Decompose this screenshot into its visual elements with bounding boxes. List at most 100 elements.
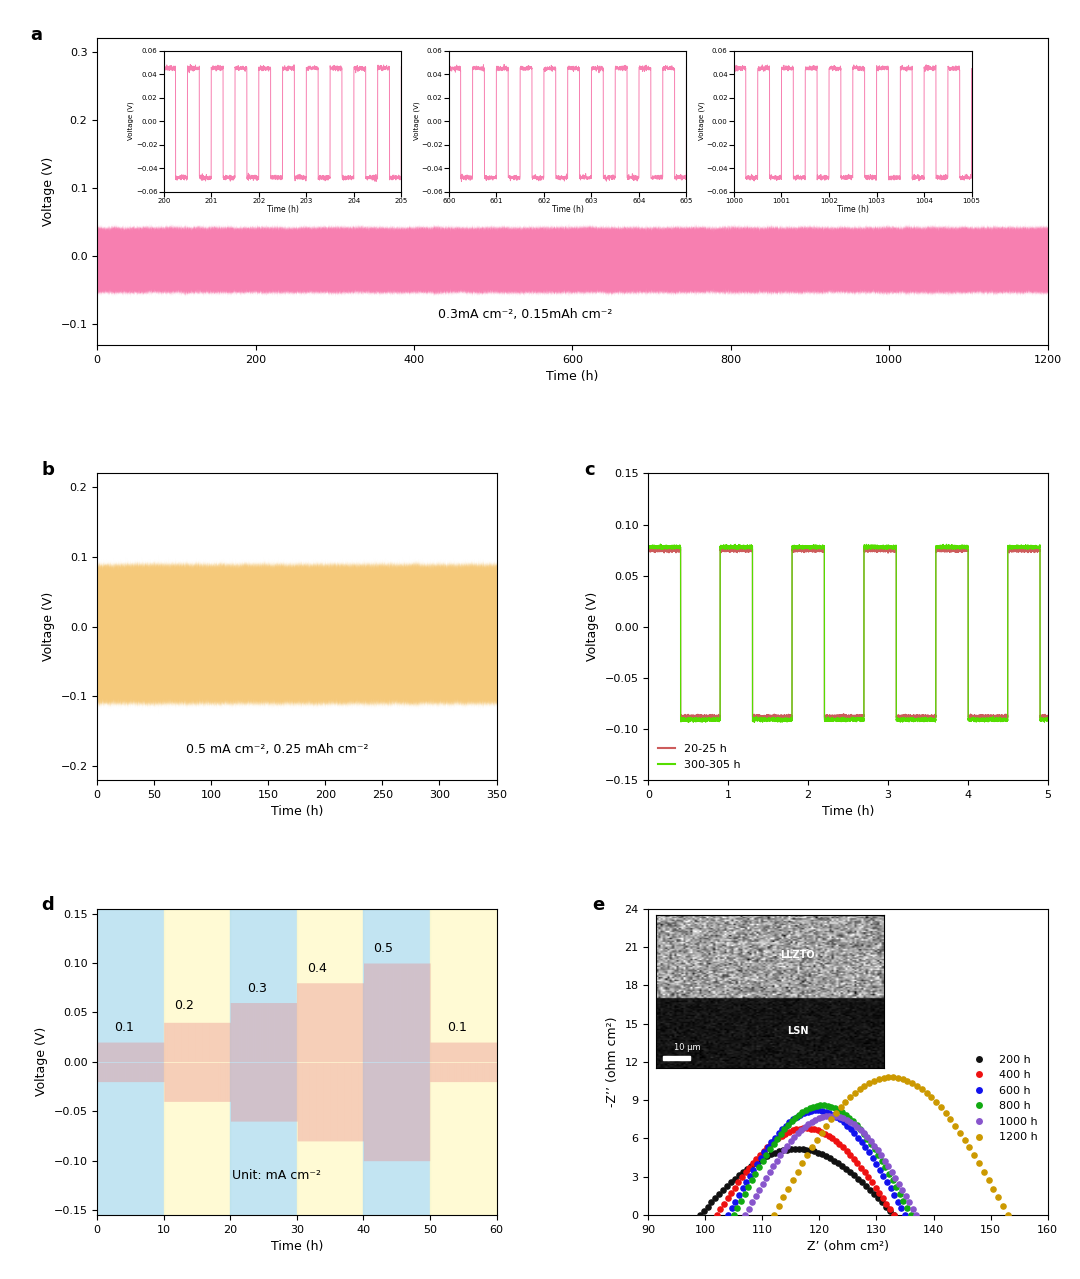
Point xyxy=(810,1108,827,1128)
Point xyxy=(827,1131,845,1151)
Point xyxy=(865,1184,882,1205)
Point xyxy=(725,1205,742,1225)
Point xyxy=(813,1122,831,1142)
Point xyxy=(904,1073,921,1094)
Bar xyxy=(297,908,363,1215)
Point xyxy=(810,1142,827,1163)
Point xyxy=(821,1102,838,1123)
Point xyxy=(845,1114,862,1134)
Point xyxy=(877,1196,894,1216)
Point xyxy=(937,1102,955,1123)
Point xyxy=(872,1159,889,1179)
Point xyxy=(856,1163,874,1183)
Y-axis label: Voltage (V): Voltage (V) xyxy=(35,1027,48,1096)
Point xyxy=(769,1128,786,1149)
Point xyxy=(834,1156,851,1177)
Point xyxy=(774,1187,792,1207)
Point xyxy=(737,1205,754,1225)
Point xyxy=(778,1140,795,1160)
Point xyxy=(886,1184,903,1205)
Point xyxy=(841,1087,859,1108)
Point xyxy=(813,1145,831,1165)
Point xyxy=(863,1173,880,1193)
Bar xyxy=(230,908,297,1215)
Point xyxy=(848,1115,865,1136)
Point xyxy=(747,1186,765,1206)
Point xyxy=(889,1068,906,1088)
Point xyxy=(838,1115,855,1136)
Text: 0.3: 0.3 xyxy=(247,981,267,995)
Point xyxy=(837,1159,854,1179)
Point xyxy=(694,1201,712,1221)
Point xyxy=(703,1192,720,1212)
Point xyxy=(824,1128,841,1149)
Point xyxy=(806,1119,823,1140)
Point xyxy=(827,1106,845,1127)
Point xyxy=(786,1108,804,1128)
Point xyxy=(761,1161,779,1182)
Point xyxy=(691,1205,708,1225)
Text: 0.5: 0.5 xyxy=(374,943,393,955)
Point xyxy=(878,1193,895,1214)
Point xyxy=(816,1101,834,1122)
Point xyxy=(785,1127,802,1147)
Point xyxy=(894,1069,912,1090)
Text: 0.2: 0.2 xyxy=(174,999,193,1013)
Point xyxy=(870,1069,888,1090)
Point xyxy=(737,1184,754,1205)
Point xyxy=(743,1170,760,1191)
Point xyxy=(835,1137,852,1157)
Point xyxy=(913,1078,930,1099)
Point xyxy=(718,1175,735,1196)
Point xyxy=(758,1145,775,1165)
Point xyxy=(999,1205,1016,1225)
Point xyxy=(835,1111,852,1132)
Point xyxy=(838,1141,855,1161)
Point xyxy=(942,1109,959,1129)
Point xyxy=(779,1136,796,1156)
Bar xyxy=(430,908,497,1215)
Point xyxy=(708,1205,726,1225)
Point xyxy=(773,1119,791,1140)
Point xyxy=(885,1205,902,1225)
Point xyxy=(765,1133,782,1154)
Point xyxy=(922,1087,940,1108)
Legend: 200 h, 400 h, 600 h, 800 h, 1000 h, 1200 h: 200 h, 400 h, 600 h, 800 h, 1000 h, 1200… xyxy=(963,1050,1042,1147)
Point xyxy=(741,1165,758,1186)
Point xyxy=(831,1106,848,1127)
Point xyxy=(838,1109,855,1129)
Point xyxy=(822,1109,839,1129)
Point xyxy=(902,1205,919,1225)
Point xyxy=(795,1102,812,1123)
Point xyxy=(741,1157,758,1178)
Point xyxy=(806,1100,823,1120)
Point xyxy=(711,1184,728,1205)
Point xyxy=(719,1188,737,1209)
Point xyxy=(816,1105,834,1126)
Point xyxy=(885,1067,902,1087)
Point xyxy=(897,1186,915,1206)
Point xyxy=(815,1095,833,1115)
Point xyxy=(846,1149,863,1169)
Point xyxy=(746,1152,764,1173)
Point xyxy=(908,1205,926,1225)
Point xyxy=(798,1140,815,1160)
Point xyxy=(780,1178,797,1198)
Point xyxy=(742,1156,759,1177)
Point xyxy=(885,1205,902,1225)
Point xyxy=(845,1111,862,1132)
Point xyxy=(852,1157,869,1178)
Point xyxy=(756,1142,773,1163)
Point xyxy=(730,1165,747,1186)
Point xyxy=(867,1154,885,1174)
Point xyxy=(813,1106,831,1127)
Point xyxy=(744,1152,761,1173)
Point xyxy=(809,1120,826,1141)
Point xyxy=(825,1150,842,1170)
Point xyxy=(822,1149,839,1169)
Point xyxy=(762,1132,780,1152)
Point xyxy=(791,1118,808,1138)
Point xyxy=(841,1145,859,1165)
Point xyxy=(855,1123,873,1143)
Point xyxy=(712,1200,729,1220)
